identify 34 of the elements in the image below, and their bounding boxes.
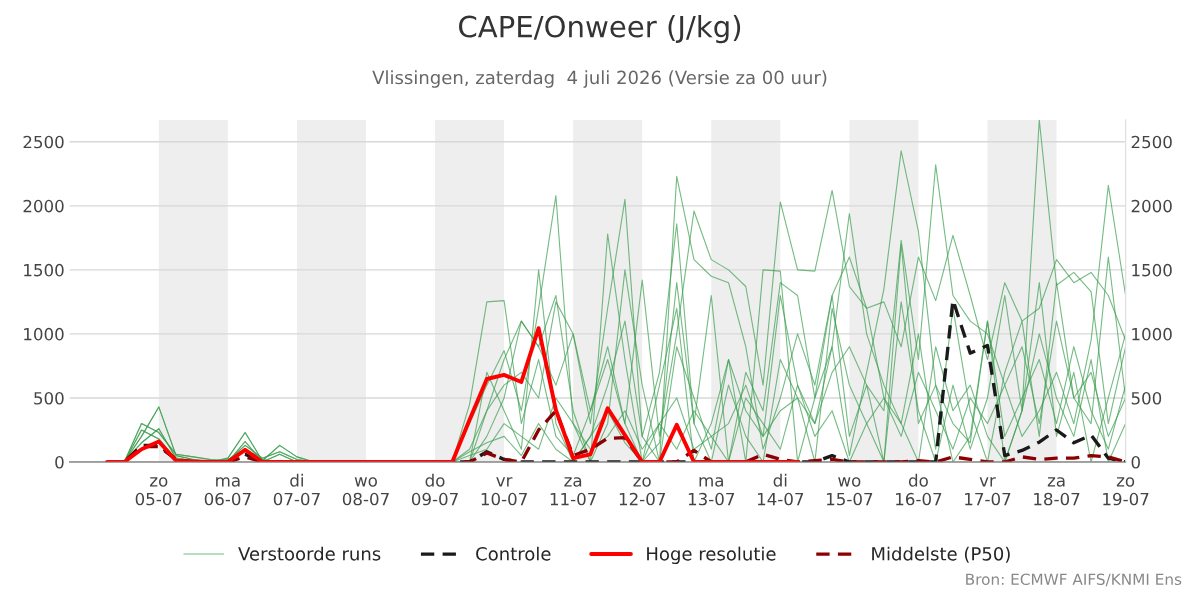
x-tick-label: ma 13-07 <box>688 477 735 506</box>
y2-tick-label: 500 <box>1131 391 1162 405</box>
x-tick-label: zo 05-07 <box>135 477 182 506</box>
chart-title: CAPE/Onweer (J/kg) <box>459 15 741 44</box>
x-tick-label: zo 19-07 <box>1103 477 1149 506</box>
x-tick-label: zo 12-07 <box>619 477 665 506</box>
x-tick-label: vr 17-07 <box>965 477 1011 506</box>
y2-tick-label: 0 <box>1131 455 1140 469</box>
x-tick-label: ma 06-07 <box>204 477 251 506</box>
chart-subtitle: Vlissingen, zaterdag 4 juli 2026 (Versie za 00 uur) <box>372 70 827 88</box>
y2-tick-label: 1000 <box>1132 327 1172 341</box>
legend-label: Middelste (P50) <box>872 546 1010 563</box>
x-tick-label: za 18-07 <box>1034 477 1080 506</box>
y-tick-label: 2500 <box>23 135 64 149</box>
legend-label: Hoge resolutie <box>647 546 776 565</box>
x-tick-label: do 09-07 <box>411 473 458 506</box>
y-tick-label: 1000 <box>24 327 64 341</box>
y2-tick-label: 2500 <box>1131 135 1172 149</box>
legend-label: Controle <box>476 546 551 561</box>
y2-tick-label: 2000 <box>1131 199 1172 213</box>
x-tick-label: wo 08-07 <box>342 477 389 506</box>
legend-label: Verstoorde runs <box>238 546 381 561</box>
y-tick-label: 2000 <box>23 199 64 213</box>
x-tick-label: wo 15-07 <box>826 477 873 506</box>
x-tick-label: do 16-07 <box>896 473 942 506</box>
text: Bron: ECMWF AIFS/KNMI Ens <box>966 573 1182 587</box>
y-tick-label: 1500 <box>24 263 64 277</box>
x-tick-label: di 14-07 <box>757 473 804 506</box>
x-tick-label: vr 10-07 <box>481 477 527 506</box>
y-tick-label: 0 <box>55 455 64 469</box>
x-tick-label: di 07-07 <box>273 473 320 506</box>
y-tick-label: 500 <box>34 391 64 405</box>
x-tick-label: za 11-07 <box>550 477 596 506</box>
y2-tick-label: 1500 <box>1132 263 1172 277</box>
